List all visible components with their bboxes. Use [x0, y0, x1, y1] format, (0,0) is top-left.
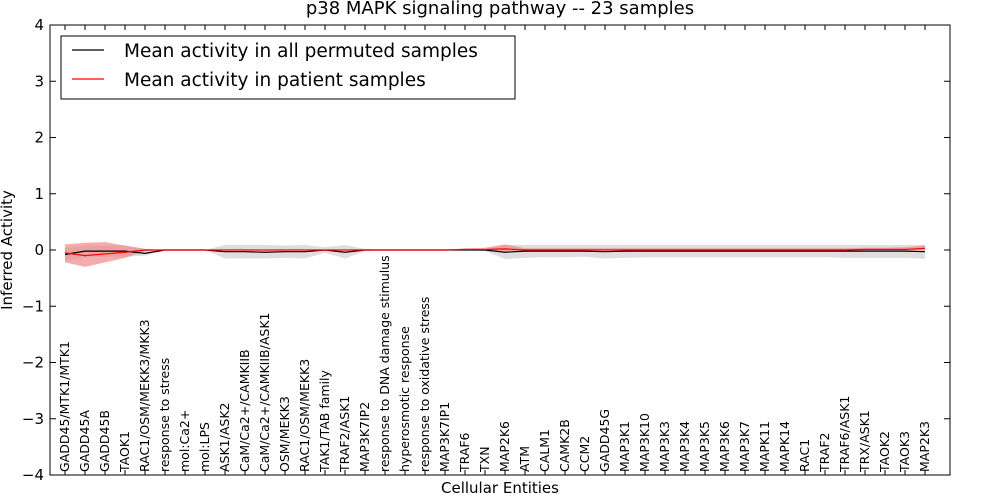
x-category-label: response to stress [157, 358, 172, 472]
series-lines [64, 247, 926, 257]
x-category-label: TRAF2/ASK1 [337, 396, 352, 473]
x-category-label: MAP3K5 [697, 421, 712, 472]
x-category-label: MAP3K3 [657, 421, 672, 472]
patient-mean-line [64, 247, 926, 257]
y-tick-label: 3 [34, 72, 44, 90]
x-category-label: RAC1/OSM/MEKK3 [297, 359, 312, 472]
x-category-label: GADD45G [597, 409, 612, 472]
x-category-label: MAP2K6 [497, 421, 512, 472]
y-tick-label: −1 [22, 297, 44, 315]
x-category-label: hyperosmotic response [397, 326, 412, 472]
x-category-label: TXN [477, 446, 492, 473]
x-category-label: TRX/ASK1 [857, 410, 872, 473]
x-category-label: mol:Ca2+ [177, 410, 192, 472]
x-category-label: CALM1 [537, 429, 552, 472]
x-category-label: TRAF6/ASK1 [837, 396, 852, 473]
x-category-label: MAP3K7 [737, 421, 752, 472]
y-tick-label: 1 [34, 185, 44, 203]
x-category-label: response to oxidative stress [417, 297, 432, 472]
x-category-label: MAP3K7IP1 [437, 402, 452, 472]
legend: Mean activity in all permuted samples Me… [60, 35, 516, 100]
x-category-label: OSM/MEKK3 [277, 396, 292, 472]
x-category-label: MAPK11 [757, 421, 772, 472]
x-category-label: response to DNA damage stimulus [377, 255, 392, 472]
y-tick-label: −3 [22, 410, 44, 428]
x-category-label: TRAF2 [817, 432, 832, 473]
y-axis-ticks: 4 3 2 1 0 −1 −2 −3 −4 [22, 16, 950, 484]
x-category-label: MAPK14 [777, 421, 792, 472]
patient-band [65, 242, 925, 267]
x-category-label: MAP3K4 [677, 421, 692, 472]
x-category-label: ASK1/ASK2 [217, 403, 232, 472]
x-category-label: GADD45B [97, 410, 112, 472]
y-tick-label: 4 [34, 16, 44, 34]
x-category-label: RAC1 [797, 439, 812, 472]
x-category-label: GADD45A [77, 410, 92, 472]
y-tick-label: −2 [22, 354, 44, 372]
y-tick-label: −4 [22, 466, 44, 484]
legend-label-patient: Mean activity in patient samples [124, 70, 426, 91]
chart-title: p38 MAPK signaling pathway -- 23 samples [306, 0, 694, 19]
x-category-label: TRAF6 [457, 432, 472, 473]
x-category-label: MAP3K7IP2 [357, 402, 372, 472]
x-category-label: TAK1/TAB family [317, 369, 332, 473]
y-tick-label: 0 [34, 241, 44, 259]
x-category-label: CCM2 [577, 436, 592, 472]
x-category-label: TAOK3 [897, 431, 912, 473]
x-category-label: ATM [517, 446, 532, 472]
x-category-label: TAOK1 [117, 431, 132, 473]
confidence-bands [65, 242, 925, 267]
x-category-label: TAOK2 [877, 431, 892, 473]
y-tick-label: 2 [34, 129, 44, 147]
x-axis-ticks [64, 25, 926, 475]
y-axis-title: Inferred Activity [0, 190, 16, 310]
x-category-label: CAMK2B [557, 419, 572, 472]
x-category-label: MAP2K3 [917, 421, 932, 472]
x-category-label: MAP3K6 [717, 421, 732, 472]
x-category-label: MAP3K1 [617, 421, 632, 472]
x-category-label: CaM/Ca2+/CAMKIIB/ASK1 [257, 313, 272, 472]
x-category-label: MAP3K10 [637, 413, 652, 472]
x-category-label: RAC1/OSM/MEKK3/MKK3 [137, 319, 152, 472]
x-category-label: CaM/Ca2+/CAMKIIB [237, 349, 252, 472]
legend-box [60, 35, 516, 100]
x-category-label: GADD45/MTK1/MTK1 [57, 341, 72, 472]
legend-label-permuted: Mean activity in all permuted samples [124, 41, 478, 62]
x-category-label: mol:LPS [197, 422, 212, 472]
x-axis-title: Cellular Entities [441, 479, 559, 497]
x-category-labels: GADD45/MTK1/MTK1 GADD45A GADD45B TAOK1 RAC1/… [57, 255, 932, 473]
